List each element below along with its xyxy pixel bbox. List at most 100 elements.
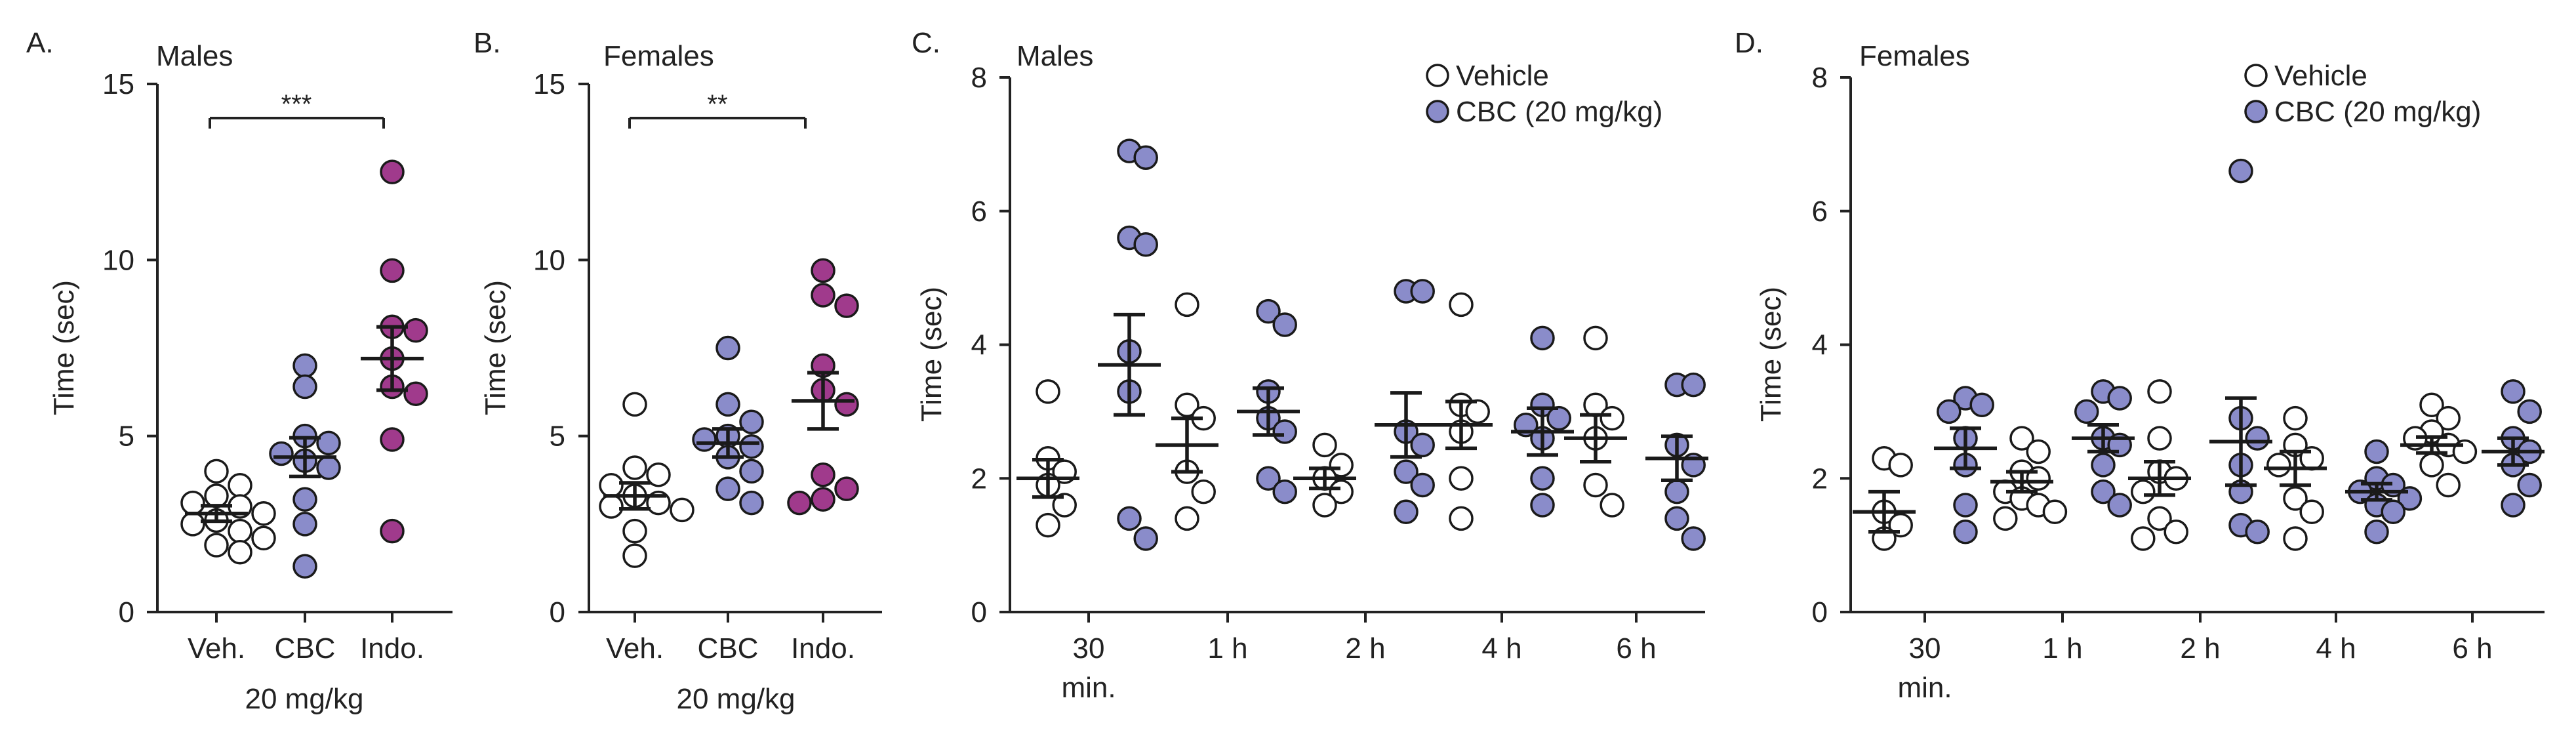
data-point: [622, 392, 647, 417]
y-tick-label: 15: [533, 68, 565, 100]
mean-sem: [1375, 391, 1438, 459]
data-point: [1449, 506, 1474, 531]
data-point: [811, 487, 835, 512]
data-point: [1175, 506, 1199, 531]
data-points-a: [180, 159, 428, 579]
y-axis-title-b: Time (sec): [479, 280, 512, 415]
data-point: [1036, 379, 1060, 404]
y-tick-label: 4: [971, 329, 987, 361]
data-point: [1583, 325, 1608, 351]
mean-sem: [1990, 470, 2053, 494]
data-point: [692, 427, 717, 452]
data-point: [1953, 520, 1978, 544]
y-ticks-c: 0 2 4 6 8: [971, 62, 1010, 628]
data-point: [715, 335, 740, 361]
data-point: [292, 487, 317, 512]
mean-sem: [2209, 396, 2272, 487]
data-point: [1410, 432, 1435, 458]
y-axis-title-a: Time (sec): [48, 280, 80, 415]
panel-title-b: Females: [603, 40, 714, 72]
data-point: [292, 353, 317, 379]
y-tick-label: 5: [119, 420, 134, 453]
data-point: [316, 455, 341, 480]
data-point: [787, 490, 812, 516]
data-point: [2147, 426, 2172, 451]
data-point: [1133, 526, 1158, 551]
series-Vehicle: [1853, 379, 2478, 551]
mean-sem: [2264, 449, 2327, 487]
mean-sem: [1645, 434, 1708, 483]
data-point: [834, 293, 859, 318]
x-tick-label: 4 h: [1481, 632, 1521, 665]
y-tick-label: 0: [119, 596, 134, 628]
x-tick-label: 1 h: [2042, 632, 2082, 665]
data-point: [403, 381, 428, 407]
data-point: [228, 473, 252, 498]
panel-letter-d: D.: [1735, 27, 1763, 59]
data-point: [622, 455, 647, 480]
data-point: [739, 434, 764, 459]
data-point: [2091, 479, 2116, 504]
data-point: [1993, 506, 2018, 531]
data-point: [1272, 479, 1297, 504]
data-point: [1465, 399, 1490, 424]
significance-bracket-a: ***: [209, 90, 385, 129]
data-point: [380, 159, 405, 184]
data-point: [1272, 419, 1297, 444]
y-tick-label: 10: [102, 244, 134, 276]
y-tick-label: 8: [1812, 62, 1828, 94]
x-sublabel-b: 20 mg/kg: [677, 683, 795, 715]
y-tick-label: 6: [971, 195, 987, 228]
legend-vehicle-marker-c: [1426, 64, 1449, 87]
data-point: [1394, 459, 1419, 484]
data-point: [2245, 426, 2270, 451]
data-point: [2245, 520, 2270, 544]
data-point: [1133, 232, 1158, 257]
panel-d: D. Females Time (sec) 0 2 4 6 8 30 min. 1 h 2 h…: [1735, 27, 2545, 704]
mean-sem-CBC: [696, 427, 759, 459]
mean-sem-CBC: [273, 436, 336, 479]
data-point: [316, 430, 341, 456]
legend-cbc-marker-c: [1426, 100, 1449, 123]
legend-d: Vehicle CBC (20 mg/kg): [2244, 60, 2481, 128]
data-point: [2147, 506, 2172, 531]
data-point: [380, 427, 405, 452]
data-point: [2107, 386, 2132, 411]
sig-label-a: ***: [281, 90, 312, 119]
mean-sem-Veh.: [185, 504, 248, 523]
data-point: [2147, 379, 2172, 404]
mean-sem: [1237, 386, 1300, 437]
data-point: [2517, 399, 2542, 424]
significance-bracket-b: **: [628, 90, 807, 129]
data-point: [2091, 453, 2116, 478]
data-point: [1530, 493, 1555, 518]
x-tick-sublabel: min.: [1897, 672, 1952, 704]
data-point: [1272, 312, 1297, 337]
mean-sem: [2345, 482, 2408, 502]
x-tick-label: 4 h: [2316, 632, 2356, 665]
series-Indo.: [361, 159, 428, 544]
data-point: [622, 543, 647, 568]
data-point: [1329, 453, 1354, 478]
series-CBC (20 mg/kg): [1934, 158, 2545, 544]
data-point: [1329, 479, 1354, 504]
legend-vehicle-label-c: Vehicle: [1456, 60, 1549, 92]
data-point: [646, 462, 671, 487]
data-point: [739, 490, 764, 516]
x-tick-sublabel: min.: [1061, 672, 1116, 704]
data-point: [811, 462, 835, 487]
mean-sem-Veh.: [603, 481, 666, 511]
data-point: [2419, 392, 2444, 417]
data-point: [1681, 372, 1706, 398]
data-point: [2042, 499, 2068, 524]
mean-sem: [1098, 312, 1161, 417]
panel-letter-c: C.: [912, 27, 940, 59]
data-point: [251, 501, 276, 526]
panel-title-c: Males: [1016, 40, 1093, 72]
mean-sem: [1564, 413, 1627, 464]
data-point: [2381, 499, 2405, 524]
data-point: [2419, 453, 2444, 478]
x-sublabel-a: 20 mg/kg: [245, 683, 364, 715]
